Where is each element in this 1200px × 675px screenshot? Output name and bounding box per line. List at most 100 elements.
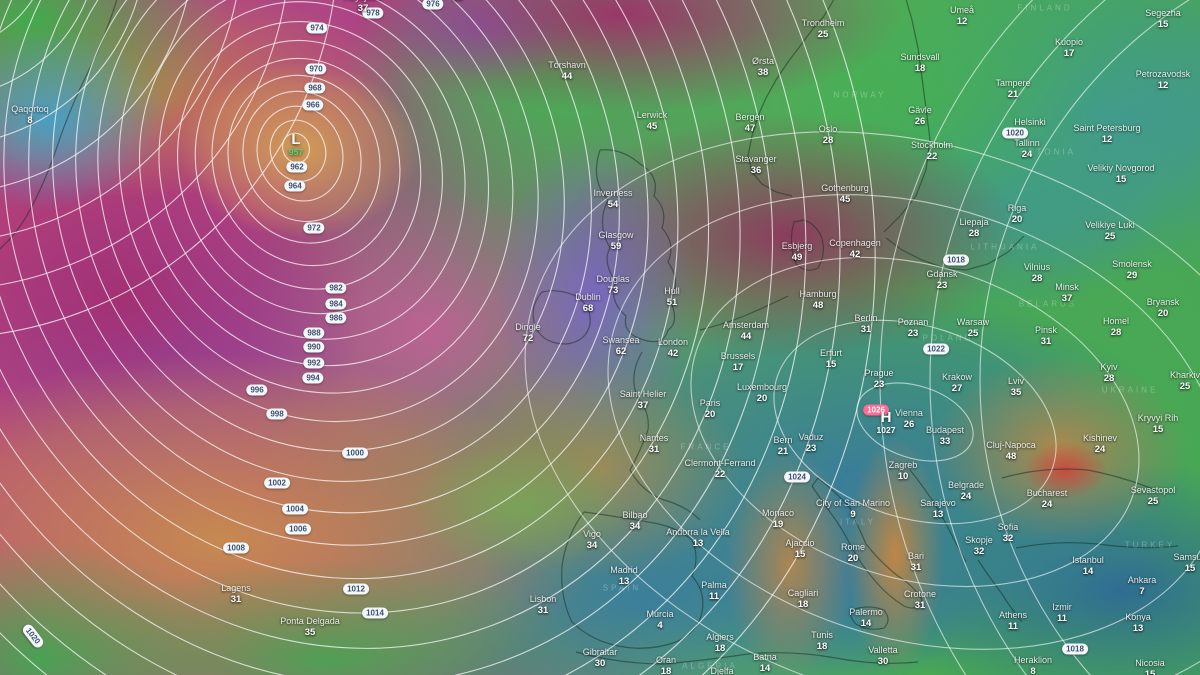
city-name: Tampere bbox=[995, 78, 1031, 88]
city-gust-value: 14 bbox=[759, 663, 771, 674]
city-label: Homel 28 bbox=[1103, 316, 1129, 338]
city-gust-value: 11 bbox=[708, 591, 720, 602]
city-label: Helsinki bbox=[1014, 117, 1046, 128]
city-gust-value: 24 bbox=[1041, 499, 1053, 510]
city-gust-value: 20 bbox=[1157, 308, 1169, 319]
city-name: Crotone bbox=[903, 589, 937, 599]
city-name: Bryansk bbox=[1146, 297, 1180, 307]
city-label: Warsaw 25 bbox=[957, 317, 989, 339]
city-label: Tunis 18 bbox=[811, 630, 833, 652]
city-name: Murcia bbox=[646, 609, 674, 619]
city-name: Velikiy Novgorod bbox=[1087, 163, 1155, 173]
city-gust-value: 44 bbox=[561, 71, 573, 82]
city-name: Krakow bbox=[941, 372, 973, 382]
city-label: Glasgow 59 bbox=[598, 230, 633, 252]
city-name: Tallinn bbox=[1014, 138, 1040, 148]
city-label: Rome 20 bbox=[841, 542, 865, 564]
city-label: Ørsta 38 bbox=[752, 56, 774, 78]
city-gust-value: 10 bbox=[897, 471, 909, 482]
city-label: Swansea 62 bbox=[602, 335, 639, 357]
city-name: Smolensk bbox=[1112, 259, 1152, 269]
isobar-label: 968 bbox=[304, 82, 326, 94]
city-name: Prague bbox=[864, 368, 894, 378]
city-label: Sofia 32 bbox=[998, 522, 1019, 544]
city-gust-value: 33 bbox=[939, 436, 951, 447]
city-gust-value: 31 bbox=[1040, 336, 1052, 347]
city-gust-value: 9 bbox=[850, 509, 856, 520]
city-gust-value: 23 bbox=[873, 379, 885, 390]
city-name: Vigo bbox=[583, 529, 601, 539]
region-label: POLAND bbox=[922, 333, 974, 343]
city-name: Douglas bbox=[596, 274, 630, 284]
city-name: Madrid bbox=[610, 565, 638, 575]
city-gust-value: 59 bbox=[610, 241, 622, 252]
city-label: Gothenburg 45 bbox=[821, 183, 869, 205]
city-name: Bari bbox=[907, 551, 925, 561]
city-label: Lerwick 45 bbox=[637, 110, 668, 132]
city-label: Vienna 26 bbox=[895, 408, 923, 430]
city-gust-value: 22 bbox=[714, 469, 726, 480]
city-gust-value: 47 bbox=[744, 123, 756, 134]
city-gust-value: 42 bbox=[849, 249, 861, 260]
city-label: Hamburg 48 bbox=[799, 289, 836, 311]
city-label: Umeå 12 bbox=[950, 5, 974, 27]
city-label: Konya 13 bbox=[1125, 612, 1151, 634]
isobar-label: 974 bbox=[306, 22, 328, 34]
city-name: Paris bbox=[699, 398, 721, 408]
city-gust-value: 18 bbox=[816, 641, 828, 652]
city-gust-value: 23 bbox=[805, 443, 817, 454]
city-name: Gdansk bbox=[926, 269, 958, 279]
region-label: SPAIN bbox=[602, 583, 642, 593]
city-label: Istanbul 14 bbox=[1072, 555, 1104, 577]
city-name: Samsun bbox=[1173, 552, 1200, 562]
city-name: Saint Helier bbox=[619, 389, 667, 399]
city-gust-value: 30 bbox=[594, 658, 606, 669]
city-name: Umeå bbox=[949, 5, 975, 15]
city-gust-value: 35 bbox=[304, 627, 316, 638]
city-gust-value: 38 bbox=[757, 67, 769, 78]
pressure-center-value: 957 bbox=[288, 147, 304, 157]
city-label: Hull 51 bbox=[664, 286, 680, 308]
city-gust-value: 28 bbox=[822, 135, 834, 146]
region-label: LITHUANIA bbox=[970, 242, 1040, 252]
city-name: Kuopio bbox=[1054, 37, 1084, 47]
isobar-label: 1014 bbox=[362, 607, 388, 619]
region-label: ESTONIA bbox=[1020, 147, 1076, 157]
city-gust-value: 20 bbox=[847, 553, 859, 564]
city-name: Gävle bbox=[908, 105, 932, 115]
city-label: Segezha 15 bbox=[1145, 8, 1181, 30]
city-gust-value: 29 bbox=[1126, 270, 1138, 281]
city-name: Heraklion bbox=[1013, 655, 1053, 665]
city-label: Qaqortoq 8 bbox=[11, 104, 49, 126]
city-gust-value: 18 bbox=[797, 599, 809, 610]
region-label: FRANCE bbox=[680, 442, 732, 452]
isobar-label: 1026 bbox=[863, 404, 889, 416]
city-gust-value: 44 bbox=[740, 331, 752, 342]
isobar-label: 964 bbox=[284, 180, 306, 192]
region-label: ITALY bbox=[839, 517, 877, 527]
city-gust-value: 20 bbox=[1011, 214, 1023, 225]
city-name: Sarajevo bbox=[920, 498, 956, 508]
city-name: Helsinki bbox=[1014, 117, 1046, 127]
city-gust-value: 73 bbox=[607, 285, 619, 296]
city-label: Sarajevo 13 bbox=[920, 498, 956, 520]
city-name: Vaduz bbox=[798, 432, 824, 442]
city-name: Algiers bbox=[706, 632, 734, 642]
city-name: Konya bbox=[1125, 612, 1151, 622]
isobar-label: 984 bbox=[325, 298, 347, 310]
city-label: Krakow 27 bbox=[942, 372, 972, 394]
isobar-label: 1006 bbox=[285, 523, 311, 535]
city-gust-value: 36 bbox=[750, 165, 762, 176]
city-gust-value: 28 bbox=[1103, 373, 1115, 384]
city-name: Kryvyi Rih bbox=[1137, 413, 1179, 423]
city-gust-value: 32 bbox=[1002, 533, 1014, 544]
city-name: Lagens bbox=[221, 583, 251, 593]
city-gust-value: 32 bbox=[973, 546, 985, 557]
city-label: Luxembourg 20 bbox=[737, 382, 787, 404]
city-label: Djelfa bbox=[710, 666, 733, 675]
city-name: Bern bbox=[773, 435, 793, 445]
city-label: City of San Marino 9 bbox=[816, 498, 890, 520]
city-label: Cagliari 18 bbox=[788, 588, 819, 610]
city-name: Segezha bbox=[1145, 8, 1181, 18]
